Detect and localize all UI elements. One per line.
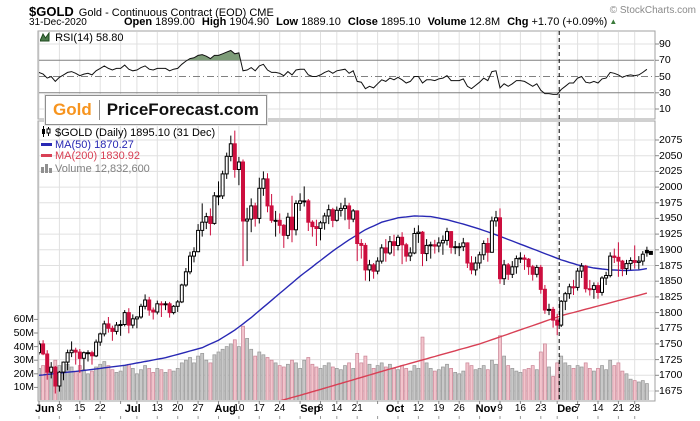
quote-field-label: Low [276, 16, 299, 28]
chart-description: Gold - Continuous Contract (EOD) CME [78, 7, 274, 19]
volume-bars-icon [41, 163, 52, 173]
rsi-label-text: RSI(14) 58.80 [55, 32, 124, 44]
legend-symbol-row: $GOLD (Daily) 1895.10 (31 Dec) [41, 126, 215, 140]
quote-field-value: 1889.10 [301, 16, 341, 28]
legend-ma50-row: MA(50) 1870.27 [41, 138, 215, 152]
quote-field-value: 1895.10 [380, 16, 421, 28]
ma200-line-swatch [41, 154, 52, 157]
candlestick-icon [42, 126, 51, 137]
legend-symbol-text: $GOLD (Daily) 1895.10 (31 Dec) [55, 127, 216, 139]
legend-volume-text: Volume 12,832,600 [55, 162, 150, 175]
legend-ma50-text: MA(50) 1870.27 [55, 138, 134, 151]
quote-field-label: Open [124, 16, 153, 28]
rsi-area-icon [39, 31, 50, 42]
legend-ma200-row: MA(200) 1830.92 [41, 150, 215, 163]
quote-field-value: 1899.00 [155, 16, 195, 28]
logo-brand-text: Gold [53, 100, 92, 119]
ticker-symbol: $GOLD [29, 4, 74, 19]
rsi-indicator-label: RSI(14) 58.80 [39, 31, 124, 44]
priceforecast-logo: Gold PriceForecast.com [45, 95, 267, 125]
quote-field-value: 1904.90 [229, 16, 270, 28]
quote-field-value: +1.70 (+0.09%) [531, 16, 608, 28]
quote-field-value: 12.8M [469, 16, 501, 28]
quote-field-label: Volume [427, 16, 467, 28]
copyright-text: © StockCharts.com [609, 5, 696, 16]
quote-field-label: Chg [507, 16, 529, 28]
quote-date: 31-Dec-2020 [29, 17, 87, 28]
legend-ma200-text: MA(200) 1830.92 [55, 150, 140, 162]
quote-field-label: Close [347, 16, 378, 28]
ma50-line-swatch [41, 142, 52, 146]
legend-volume-row: Volume 12,832,600 [41, 163, 215, 176]
quote-field-label: High [201, 16, 227, 28]
ohlc-quote-row: Open 1899.00 High 1904.90 Low 1889.10 Close 189… [124, 16, 617, 28]
chart-legend: $GOLD (Daily) 1895.10 (31 Dec) MA(50) 18… [41, 126, 215, 175]
chart-title: $GOLD Gold - Continuous Contract (EOD) CM… [29, 3, 274, 21]
change-up-triangle-icon: ▲ [609, 17, 618, 26]
logo-site-text: PriceForecast.com [98, 100, 266, 120]
